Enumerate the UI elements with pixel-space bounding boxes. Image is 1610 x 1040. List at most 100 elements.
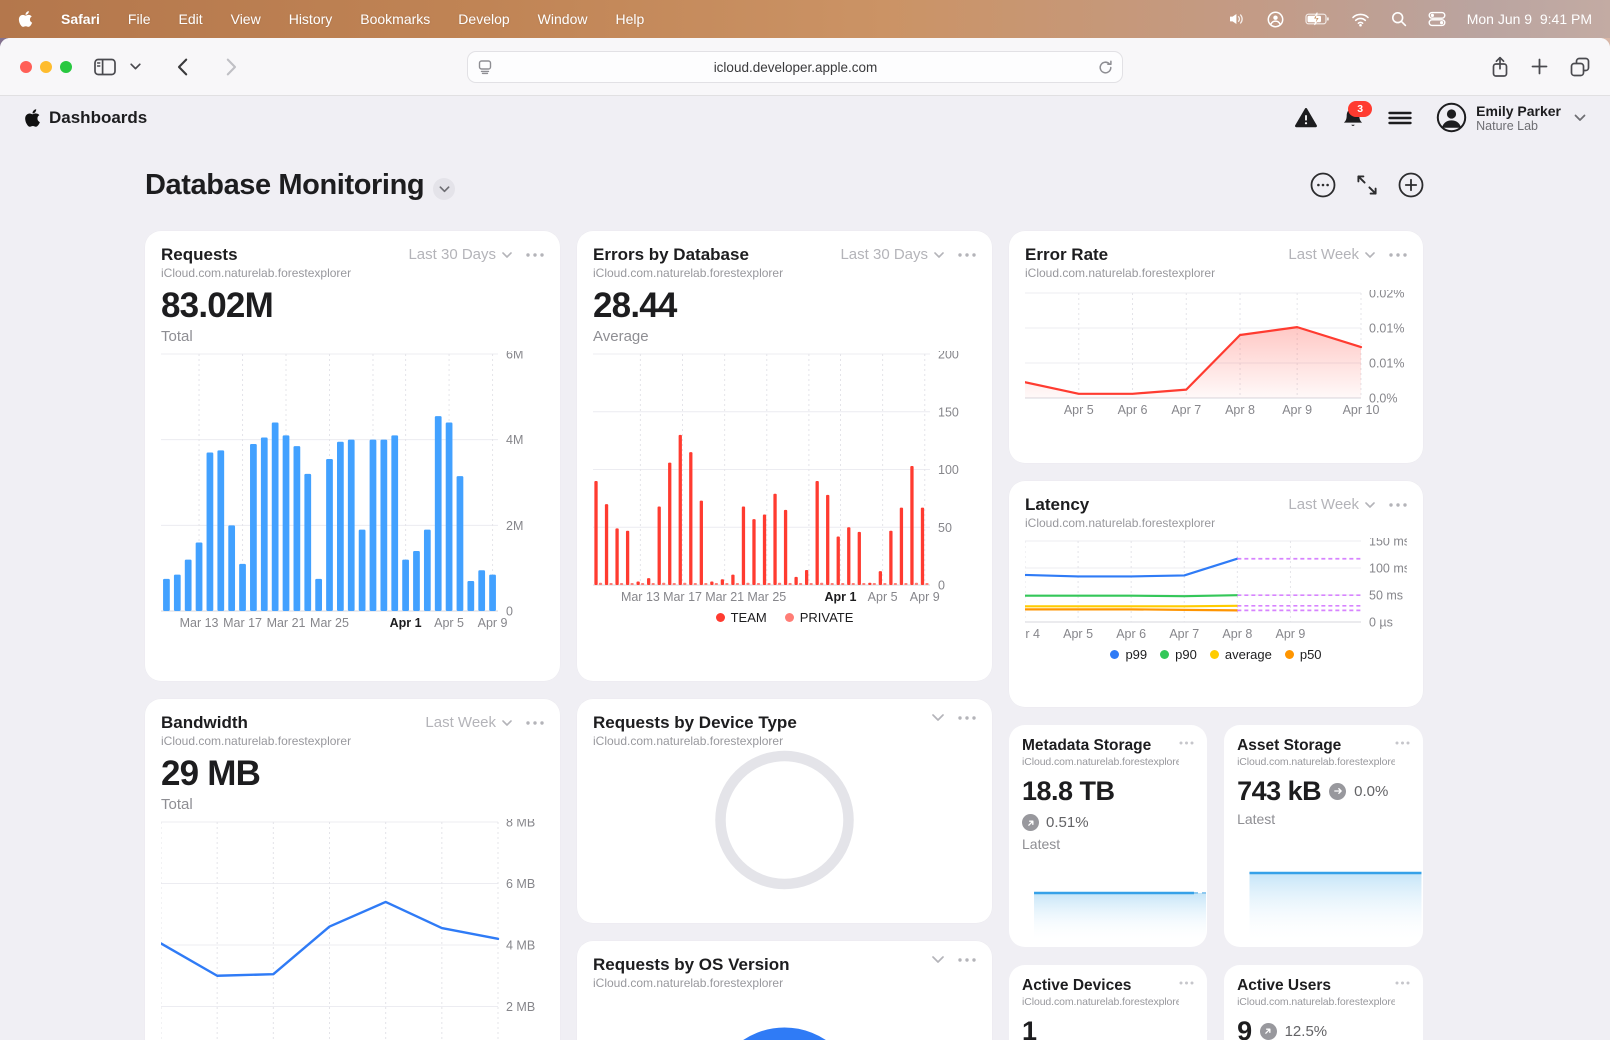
- latency-legend: p99 p90 average p50: [1025, 647, 1407, 662]
- wifi-icon[interactable]: [1351, 12, 1370, 27]
- svg-text:100 ms: 100 ms: [1369, 562, 1407, 576]
- apple-logo-icon[interactable]: [18, 10, 33, 28]
- card-subtitle: iCloud.com.naturelab.forestexplorer: [1237, 756, 1395, 768]
- card-more-icon[interactable]: [1389, 502, 1407, 507]
- asset-storage-sparkline: [1236, 865, 1423, 941]
- menubar-item-window[interactable]: Window: [537, 11, 588, 27]
- menubar-item-bookmarks[interactable]: Bookmarks: [360, 11, 431, 27]
- legend-item-p50[interactable]: p50: [1284, 647, 1322, 662]
- share-icon[interactable]: [1491, 56, 1509, 78]
- trend-up-icon: [1022, 814, 1039, 831]
- menubar-item-edit[interactable]: Edit: [178, 11, 203, 27]
- address-bar[interactable]: icloud.developer.apple.com: [467, 51, 1123, 83]
- card-more-icon[interactable]: [958, 252, 976, 257]
- svg-text:Apr 8: Apr 8: [1225, 403, 1255, 417]
- legend-item-average[interactable]: average: [1209, 647, 1272, 662]
- account-icon[interactable]: [1267, 11, 1284, 28]
- card-more-icon[interactable]: [1179, 977, 1194, 985]
- forward-button[interactable]: [226, 58, 237, 76]
- svg-text:8 MB: 8 MB: [506, 819, 535, 830]
- svg-text:Mar 13: Mar 13: [621, 590, 660, 604]
- card-subtitle: iCloud.com.naturelab.forestexplorer: [593, 976, 784, 990]
- range-selector[interactable]: Last 30 Days: [840, 246, 944, 263]
- battery-charging-icon[interactable]: [1305, 11, 1330, 27]
- legend-item-team[interactable]: TEAM: [715, 610, 767, 625]
- collapse-chevron-icon[interactable]: [932, 956, 944, 963]
- svg-text:Apr 5: Apr 5: [868, 590, 898, 604]
- tab-overview-icon[interactable]: [1570, 57, 1590, 77]
- menubar-item-safari[interactable]: Safari: [61, 11, 100, 27]
- macos-menu-bar: Safari File Edit View History Bookmarks …: [0, 0, 1610, 38]
- os-version-donut-chart: [577, 941, 992, 1040]
- minimize-window-button[interactable]: [40, 60, 52, 73]
- menubar-item-help[interactable]: Help: [615, 11, 645, 27]
- website-settings-icon[interactable]: [477, 59, 493, 75]
- range-selector[interactable]: Last 30 Days: [408, 246, 512, 263]
- requests-total-value: 83.02M: [161, 286, 274, 325]
- error-rate-card: Error Rate iCloud.com.naturelab.forestex…: [1009, 231, 1423, 463]
- notification-badge: 3: [1348, 100, 1373, 117]
- menubar-item-develop[interactable]: Develop: [458, 11, 510, 27]
- menubar-item-view[interactable]: View: [230, 11, 261, 27]
- card-title: Metadata Storage: [1022, 737, 1152, 754]
- requests-card: Requests iCloud.com.naturelab.forestexpl…: [145, 231, 560, 681]
- range-selector[interactable]: Last Week: [1288, 496, 1375, 513]
- app-title: Dashboards: [49, 107, 148, 127]
- zoom-window-button[interactable]: [60, 60, 72, 73]
- metadata-storage-label: Latest: [1022, 836, 1061, 852]
- dashboard-more-icon[interactable]: [1310, 172, 1336, 198]
- bandwidth-line-chart: 0 B2 MB4 MB6 MB8 MB: [161, 819, 544, 1040]
- notifications-bell-icon[interactable]: 3: [1342, 100, 1373, 129]
- sidebar-toggle-icon[interactable]: [94, 58, 116, 76]
- legend-item-p90[interactable]: p90: [1160, 647, 1197, 662]
- legend-dot-icon: [1160, 650, 1170, 659]
- close-window-button[interactable]: [20, 60, 32, 73]
- card-more-icon[interactable]: [1395, 977, 1410, 985]
- alerts-icon[interactable]: [1294, 107, 1318, 128]
- menu-icon[interactable]: [1388, 110, 1412, 126]
- card-more-icon[interactable]: [1395, 737, 1410, 745]
- back-button[interactable]: [177, 58, 188, 76]
- control-center-icon[interactable]: [1428, 11, 1446, 27]
- fullscreen-icon[interactable]: [1356, 174, 1378, 196]
- new-tab-icon[interactable]: [1531, 58, 1548, 75]
- svg-text:4M: 4M: [506, 433, 523, 447]
- card-more-icon[interactable]: [526, 720, 544, 725]
- legend-dot-icon: [715, 613, 725, 622]
- legend-item-private[interactable]: PRIVATE: [784, 610, 853, 625]
- menubar-item-file[interactable]: File: [127, 11, 151, 27]
- range-selector[interactable]: Last Week: [425, 714, 512, 731]
- card-more-icon[interactable]: [526, 252, 544, 257]
- latency-line-chart: 0 µs 50 ms 100 ms 150 ms Apr 4 Apr 5 Apr 6 Apr …: [1025, 538, 1407, 642]
- svg-text:Apr 9: Apr 9: [910, 590, 940, 604]
- svg-text:Apr 4: Apr 4: [1025, 627, 1040, 641]
- card-more-icon[interactable]: [1389, 252, 1407, 257]
- collapse-chevron-icon[interactable]: [932, 714, 944, 721]
- card-more-icon[interactable]: [958, 715, 976, 720]
- volume-icon[interactable]: [1228, 11, 1246, 27]
- card-more-icon[interactable]: [958, 957, 976, 962]
- dashboard-switcher-chevron-icon[interactable]: [433, 178, 456, 200]
- svg-text:Mar 21: Mar 21: [705, 590, 744, 604]
- user-org: Nature Lab: [1476, 118, 1539, 133]
- requests-by-os-version-card: Requests by OS Version iCloud.com.nature…: [577, 941, 992, 1040]
- svg-text:4 MB: 4 MB: [506, 939, 535, 953]
- cards-grid: Requests iCloud.com.naturelab.forestexpl…: [0, 231, 1610, 1040]
- account-menu[interactable]: Emily Parker Nature Lab: [1436, 102, 1586, 133]
- menubar-clock[interactable]: Mon Jun 9 9:41 PM: [1466, 11, 1592, 27]
- legend-item-p99[interactable]: p99: [1110, 647, 1147, 662]
- menubar-item-history[interactable]: History: [288, 11, 333, 27]
- sidebar-chevron-icon[interactable]: [130, 63, 141, 70]
- svg-text:Apr 1: Apr 1: [825, 590, 857, 604]
- search-icon[interactable]: [1391, 11, 1407, 27]
- metadata-storage-sparkline: [1021, 885, 1207, 941]
- reload-icon[interactable]: [1098, 59, 1113, 75]
- url-text[interactable]: icloud.developer.apple.com: [713, 59, 878, 75]
- svg-text:0.01%: 0.01%: [1369, 357, 1404, 371]
- add-chart-icon[interactable]: [1398, 172, 1424, 198]
- card-more-icon[interactable]: [1179, 737, 1194, 745]
- range-selector[interactable]: Last Week: [1288, 246, 1375, 263]
- bandwidth-total-value: 29 MB: [161, 754, 261, 793]
- svg-text:Apr 9: Apr 9: [1282, 403, 1312, 417]
- errors-by-database-card: Errors by Database iCloud.com.naturelab.…: [577, 231, 992, 681]
